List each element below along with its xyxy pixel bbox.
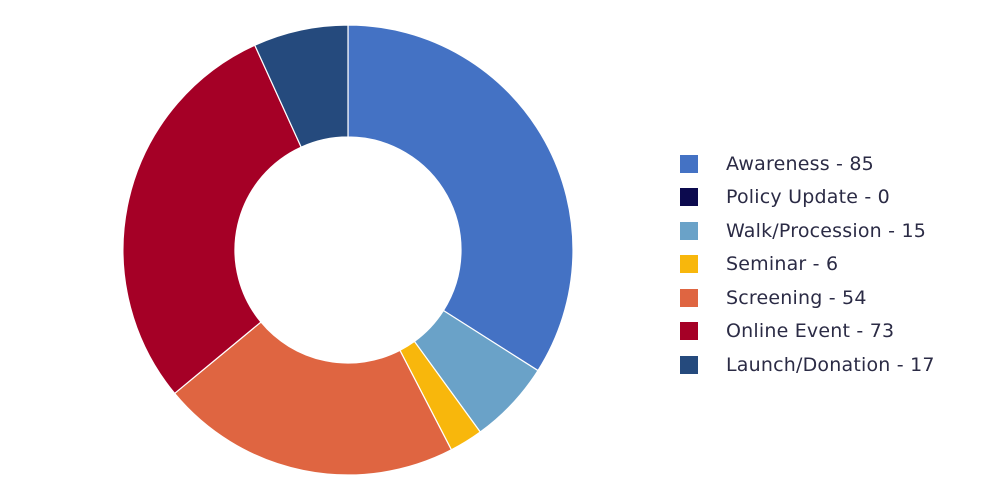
legend-label-online-event: Online Event - 73 (726, 320, 895, 343)
legend-swatch-screening (680, 288, 698, 307)
legend-item-screening: Screening - 54 (680, 281, 980, 315)
legend-swatch-policy-update (680, 188, 698, 207)
legend-label-awareness: Awareness - 85 (726, 152, 874, 175)
legend: Awareness - 85 Policy Update - 0 Walk/Pr… (680, 147, 980, 382)
legend-label-seminar: Seminar - 6 (726, 253, 839, 276)
slice-awareness (347, 24, 574, 372)
legend-item-launch-donation: Launch/Donation - 17 (680, 348, 980, 382)
legend-label-policy-update: Policy Update - 0 (726, 186, 890, 209)
legend-label-launch-donation: Launch/Donation - 17 (726, 353, 935, 376)
legend-swatch-launch-donation (680, 355, 698, 374)
slice-screening (173, 321, 453, 476)
legend-item-walk-procession: Walk/Procession - 15 (680, 214, 980, 248)
slice-online-event (122, 44, 302, 395)
legend-item-policy-update: Policy Update - 0 (680, 181, 980, 215)
legend-item-awareness: Awareness - 85 (680, 147, 980, 181)
legend-label-walk-procession: Walk/Procession - 15 (726, 219, 927, 242)
legend-item-seminar: Seminar - 6 (680, 248, 980, 282)
legend-swatch-online-event (680, 322, 698, 341)
legend-label-screening: Screening - 54 (726, 286, 867, 309)
legend-item-online-event: Online Event - 73 (680, 315, 980, 349)
legend-swatch-awareness (680, 154, 698, 173)
slice-launch-donation (253, 24, 349, 148)
legend-swatch-walk-procession (680, 221, 698, 240)
donut-slices (122, 24, 574, 476)
legend-swatch-seminar (680, 255, 698, 274)
